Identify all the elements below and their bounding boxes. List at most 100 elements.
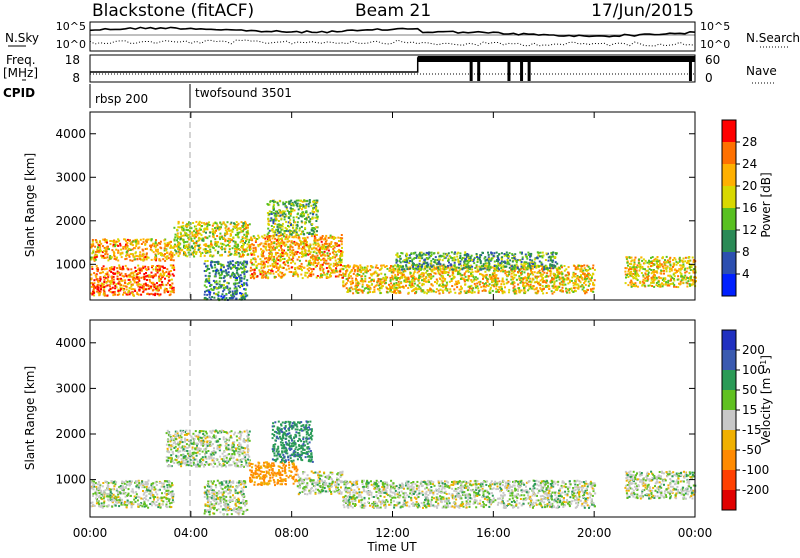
scatter-cell bbox=[364, 278, 366, 280]
scatter-cell bbox=[326, 275, 328, 277]
scatter-cell bbox=[507, 259, 509, 261]
scatter-cell bbox=[283, 235, 285, 237]
scatter-cell bbox=[241, 272, 243, 274]
scatter-cell bbox=[486, 262, 488, 264]
nsearch-label: N.Search bbox=[746, 31, 800, 45]
scatter-cell bbox=[573, 287, 575, 289]
scatter-cell bbox=[298, 247, 300, 249]
scatter-cell bbox=[473, 259, 475, 261]
scatter-cell bbox=[233, 222, 235, 224]
scatter-cell bbox=[127, 239, 129, 241]
scatter-cell bbox=[509, 259, 511, 261]
scatter-cell bbox=[428, 279, 430, 281]
scatter-cell bbox=[316, 214, 318, 216]
scatter-cell bbox=[201, 222, 203, 224]
scatter-cell bbox=[129, 256, 131, 258]
scatter-cell bbox=[387, 291, 389, 293]
scatter-cell bbox=[282, 214, 284, 216]
scatter-cell bbox=[277, 224, 279, 226]
scatter-cell bbox=[191, 227, 193, 229]
scatter-cell bbox=[304, 244, 306, 246]
scatter-cell bbox=[408, 292, 410, 294]
scatter-cell bbox=[307, 237, 309, 239]
scatter-cell bbox=[127, 283, 129, 285]
scatter-cell bbox=[155, 241, 157, 243]
scatter-cell bbox=[438, 268, 440, 270]
scatter-cell bbox=[257, 235, 259, 237]
scatter-cell bbox=[117, 278, 119, 280]
scatter-cell bbox=[218, 291, 220, 293]
scatter-cell bbox=[117, 272, 119, 274]
scatter-cell bbox=[232, 247, 234, 249]
scatter-cell bbox=[234, 248, 236, 250]
scatter-cell bbox=[459, 252, 461, 254]
scatter-cell bbox=[112, 294, 114, 296]
scatter-cell bbox=[305, 207, 307, 209]
scatter-cell bbox=[424, 259, 426, 261]
scatter-cell bbox=[463, 267, 465, 269]
scatter-cell bbox=[247, 243, 249, 245]
scatter-cell bbox=[362, 292, 364, 294]
scatter-cell bbox=[356, 280, 358, 282]
scatter-cell bbox=[511, 276, 513, 278]
scatter-cell bbox=[284, 238, 286, 240]
scatter-cell bbox=[317, 210, 319, 212]
scatter-cell bbox=[511, 268, 513, 270]
scatter-cell bbox=[447, 274, 449, 276]
scatter-cell bbox=[524, 271, 526, 273]
scatter-cell bbox=[330, 243, 332, 245]
scatter-cell bbox=[466, 260, 468, 262]
scatter-cell bbox=[305, 252, 307, 254]
scatter-cell bbox=[260, 263, 262, 265]
scatter-cell bbox=[210, 246, 212, 248]
scatter-cell bbox=[342, 277, 344, 279]
scatter-cell bbox=[145, 275, 147, 277]
scatter-cell bbox=[275, 218, 277, 220]
scatter-cell bbox=[452, 259, 454, 261]
scatter-cell bbox=[304, 272, 306, 274]
scatter-cell bbox=[335, 270, 337, 272]
scatter-cell bbox=[324, 254, 326, 256]
scatter-cell bbox=[204, 223, 206, 225]
scatter-cell bbox=[305, 275, 307, 277]
scatter-cell bbox=[220, 243, 222, 245]
scatter-cell bbox=[433, 266, 435, 268]
scatter-cell bbox=[186, 255, 188, 257]
scatter-cell bbox=[213, 286, 215, 288]
scatter-cell bbox=[396, 278, 398, 280]
scatter-cell bbox=[246, 231, 248, 233]
scatter-cell bbox=[436, 263, 438, 265]
scatter-cell bbox=[176, 229, 178, 231]
scatter-cell bbox=[307, 268, 309, 270]
scatter-cell bbox=[571, 280, 573, 282]
scatter-cell bbox=[228, 271, 230, 273]
scatter-cell bbox=[263, 267, 265, 269]
nave-tick-top: 60 bbox=[705, 53, 720, 67]
scatter-cell bbox=[329, 253, 331, 255]
scatter-cell bbox=[223, 270, 225, 272]
scatter-cell bbox=[474, 267, 476, 269]
scatter-cell bbox=[122, 294, 124, 296]
scatter-cell bbox=[293, 272, 295, 274]
scatter-cell bbox=[278, 275, 280, 277]
scatter-cell bbox=[228, 255, 230, 257]
scatter-cell bbox=[326, 267, 328, 269]
scatter-cell bbox=[392, 278, 394, 280]
scatter-cell bbox=[480, 268, 482, 270]
scatter-cell bbox=[386, 287, 388, 289]
scatter-cell bbox=[138, 246, 140, 248]
scatter-cell bbox=[175, 250, 177, 252]
scatter-cell bbox=[428, 281, 430, 283]
scatter-cell bbox=[123, 285, 125, 287]
scatter-cell bbox=[125, 240, 127, 242]
scatter-cell bbox=[235, 241, 237, 243]
scatter-cell bbox=[323, 262, 325, 264]
scatter-cell bbox=[425, 277, 427, 279]
scatter-cell bbox=[338, 261, 340, 263]
scatter-cell bbox=[134, 252, 136, 254]
cpid-segment-twofsound: twofsound 3501 bbox=[195, 86, 292, 100]
scatter-cell bbox=[190, 238, 192, 240]
scatter-cell bbox=[319, 277, 321, 279]
scatter-cell bbox=[191, 231, 193, 233]
scatter-cell bbox=[411, 260, 413, 262]
